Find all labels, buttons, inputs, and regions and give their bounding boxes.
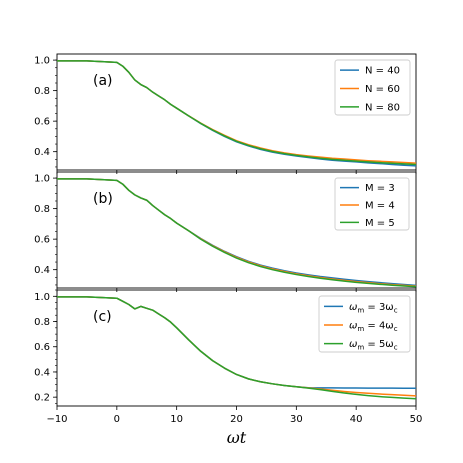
- y-tick-label: 0.6: [34, 342, 50, 353]
- legend-label: ωm = 4ωc: [349, 321, 398, 334]
- y-tick-label: 0.4: [34, 265, 50, 276]
- legend: ωm = 3ωc ωm = 4ωc ωm = 5ωc: [318, 295, 411, 353]
- legend-label: M = 4: [365, 201, 395, 212]
- legend-box: [334, 177, 410, 231]
- series-line-2: [57, 296, 416, 400]
- legend-label: N = 60: [365, 84, 400, 95]
- y-tick-label: 1.0: [34, 292, 50, 303]
- y-tick-label: 0.8: [34, 204, 50, 215]
- legend-label: ωm = 3ωc: [349, 302, 398, 315]
- y-tick-label: 0.4: [34, 147, 50, 158]
- series-line-2: [57, 60, 416, 166]
- series-group: [57, 296, 416, 400]
- x-tick-label: 10: [170, 414, 183, 425]
- legend: N = 40 N = 60 N = 80: [334, 59, 411, 116]
- x-tick-label: 50: [410, 414, 423, 425]
- y-tick-label: 0.6: [34, 117, 50, 128]
- y-tick-label: 1.0: [34, 174, 50, 185]
- x-tick-label: 40: [350, 414, 363, 425]
- panel-1: 0.4 0.6 0.8 1.0 (b) M = 3 M = 4 M = 5: [34, 171, 417, 292]
- series-group: [57, 60, 416, 167]
- panel-tag: (c): [93, 309, 112, 325]
- y-tick-label: 0.2: [34, 393, 50, 404]
- panel-0: 0.4 0.6 0.8 1.0 (a) N = 40 N = 60 N = 80: [34, 53, 417, 174]
- legend-box: [318, 295, 411, 353]
- x-tick-label: 30: [290, 414, 303, 425]
- y-tick-label: 0.8: [34, 317, 50, 328]
- panel-2: 0.2 0.4 0.6 0.8 1.0 (c) ωm = 3ωc ωm = 4ωc ωm = 5…: [34, 289, 417, 410]
- y-tick-label: 0.8: [34, 86, 50, 97]
- legend-label: M = 5: [365, 218, 395, 229]
- x-tick-label: −10: [46, 414, 67, 425]
- x-axis-label: ωt: [227, 428, 247, 447]
- x-tick-label: 0: [114, 414, 120, 425]
- legend-label: N = 80: [365, 102, 400, 113]
- x-tick-label: 20: [230, 414, 243, 425]
- panel-tag: (a): [93, 73, 113, 89]
- panel-tag: (b): [93, 191, 113, 207]
- legend-box: [334, 59, 411, 116]
- legend: M = 3 M = 4 M = 5: [334, 177, 410, 231]
- series-line-2: [57, 178, 416, 288]
- legend-label: N = 40: [365, 66, 400, 77]
- legend-label: ωm = 5ωc: [349, 339, 398, 352]
- legend-label: M = 3: [365, 183, 395, 194]
- series-group: [57, 178, 416, 288]
- y-tick-label: 0.4: [34, 367, 50, 378]
- y-tick-label: 1.0: [34, 56, 50, 67]
- y-tick-label: 0.6: [34, 235, 50, 246]
